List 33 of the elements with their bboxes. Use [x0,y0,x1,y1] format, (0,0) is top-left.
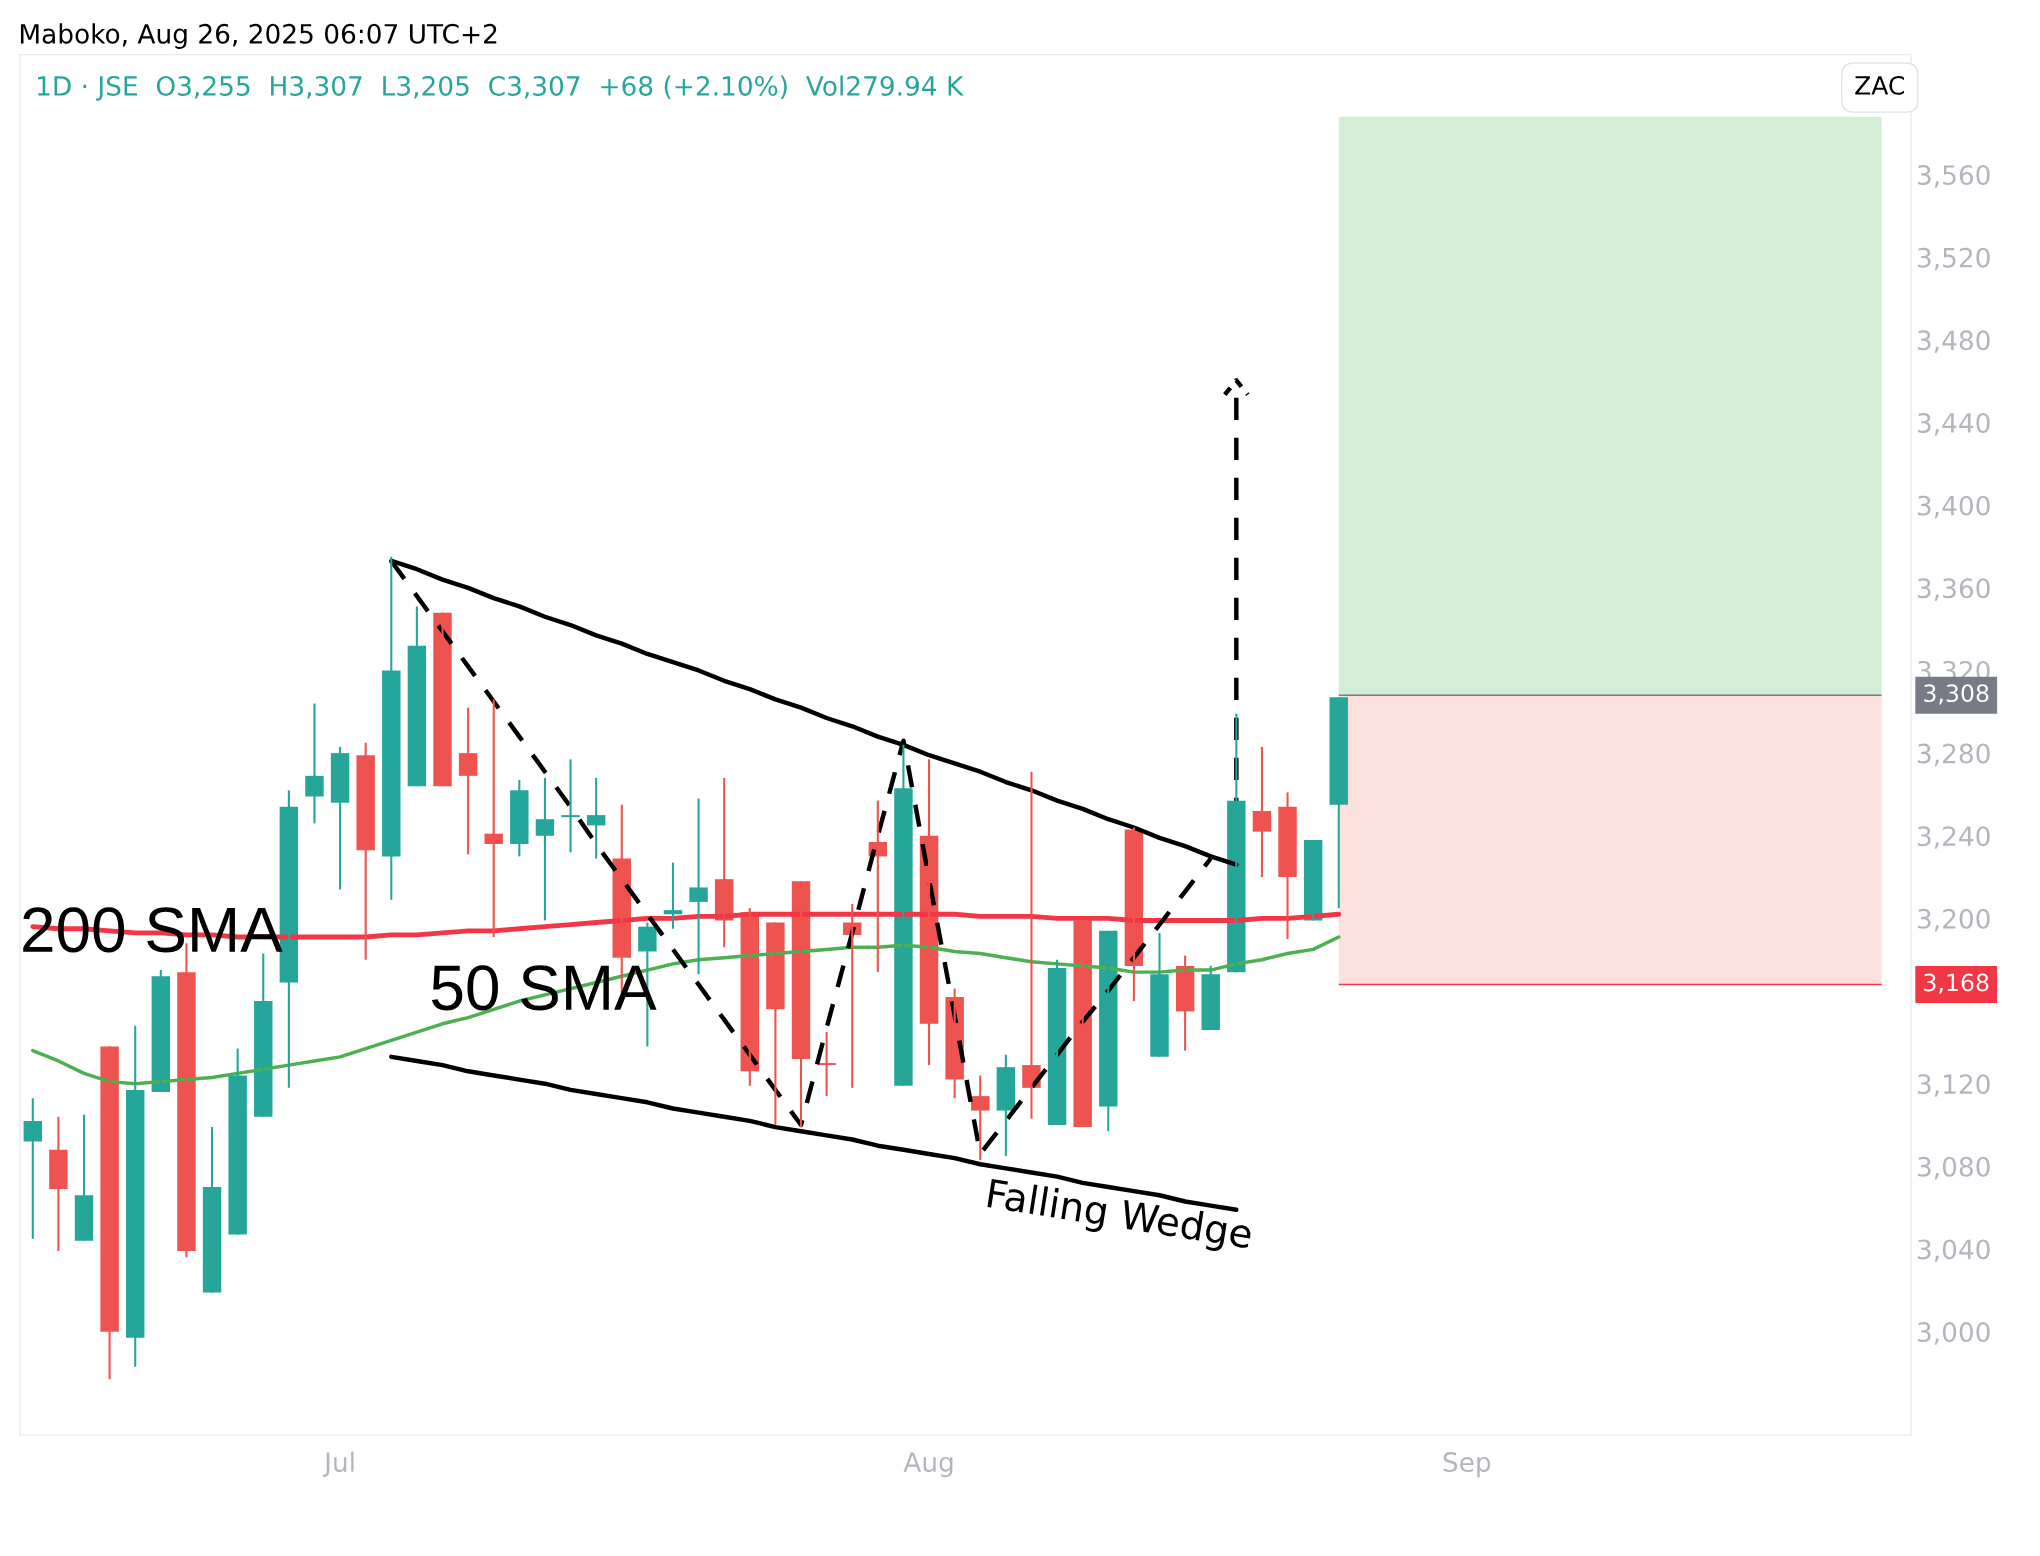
candlestick [100,1045,119,1381]
y-tick-label: 3,200 [1917,908,1990,932]
y-tick-label: 3,240 [1917,826,1990,849]
y-tick-label: 3,280 [1917,743,1990,767]
y-tick-label: 3,440 [1917,412,1990,436]
candlestick [1073,919,1092,1129]
y-tick-label: 3,120 [1917,1074,1990,1097]
annotation: Falling Wedge [986,1177,1254,1257]
y-tick-label: 3,040 [1917,1239,1990,1263]
y-tick-label: 3,560 [1917,165,1990,188]
ref-line-label: 3,168 [1924,973,1989,994]
candlestick [356,741,375,961]
y-tick-label: 3,400 [1917,495,1990,519]
annotation: ZAC [1855,75,1905,95]
candlestick [1303,838,1323,922]
x-tick-label: Jul [322,1451,354,1477]
y-tick-label: 3,000 [1917,1322,1990,1345]
y-tick-label: 3,520 [1917,247,1990,271]
candlestick [382,555,401,901]
x-tick-label: Aug [903,1452,953,1478]
candlestick [689,797,708,976]
candlestick [433,611,452,788]
x-tick-label: Sep [1443,1452,1491,1478]
y-tick-label: 3,360 [1917,578,1990,601]
candlestick [228,1047,247,1236]
text: 1D · JSE O3,255 H3,307 L3,205 C3,307 +68 (+2.10%) Vol279.94 K [38,75,964,101]
ref-line-label: 3,308 [1924,684,1989,705]
y-tick-label: 3,080 [1917,1156,1990,1180]
candlestick [510,778,529,858]
candlestick [49,1115,68,1253]
chart-title: Maboko, Aug 26, 2025 06:07 UTC+2 [20,23,497,49]
candlestick [894,743,913,1087]
y-tick-label: 3,480 [1917,330,1990,353]
